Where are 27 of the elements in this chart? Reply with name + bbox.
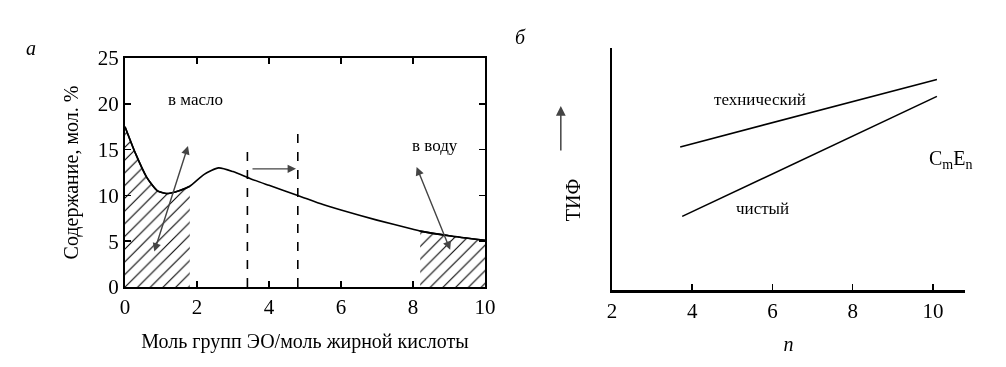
chart-title: б [515, 26, 526, 48]
series-label: технический [714, 90, 806, 109]
y-tick-label: 15 [97, 137, 119, 162]
x-tick-label: 10 [922, 298, 944, 323]
x-tick-label: 4 [263, 295, 275, 320]
series-label: чистый [736, 199, 790, 218]
y-axis-title: ТИФ [562, 178, 585, 222]
x-tick-label: 10 [474, 295, 496, 320]
x-tick-label: 8 [407, 295, 419, 320]
x-tick-label: 8 [847, 298, 858, 323]
x-axis-title: n [783, 333, 794, 356]
y-tick-label: 20 [97, 92, 119, 117]
y-tick-label: 5 [108, 229, 119, 254]
annotation: C$_{m}$E$_{n}$ [929, 147, 973, 173]
x-axis-title: Моль групп ЭО/моль жирной кислоты [141, 330, 469, 354]
y-tick-label: 0 [108, 275, 119, 300]
x-tick-label: 6 [767, 298, 778, 323]
x-tick-label: 2 [606, 298, 618, 323]
y-tick-label: 10 [97, 183, 119, 208]
chart-title: а [26, 37, 36, 59]
x-tick-label: 2 [191, 295, 203, 320]
x-tick-label: 4 [686, 298, 698, 323]
y-axis-title: Содержание, мол. % [59, 85, 83, 260]
x-tick-label: 6 [335, 295, 347, 320]
y-tick-label: 25 [97, 46, 119, 71]
annotation: в воду [412, 136, 458, 155]
annotation: в масло [168, 90, 223, 109]
